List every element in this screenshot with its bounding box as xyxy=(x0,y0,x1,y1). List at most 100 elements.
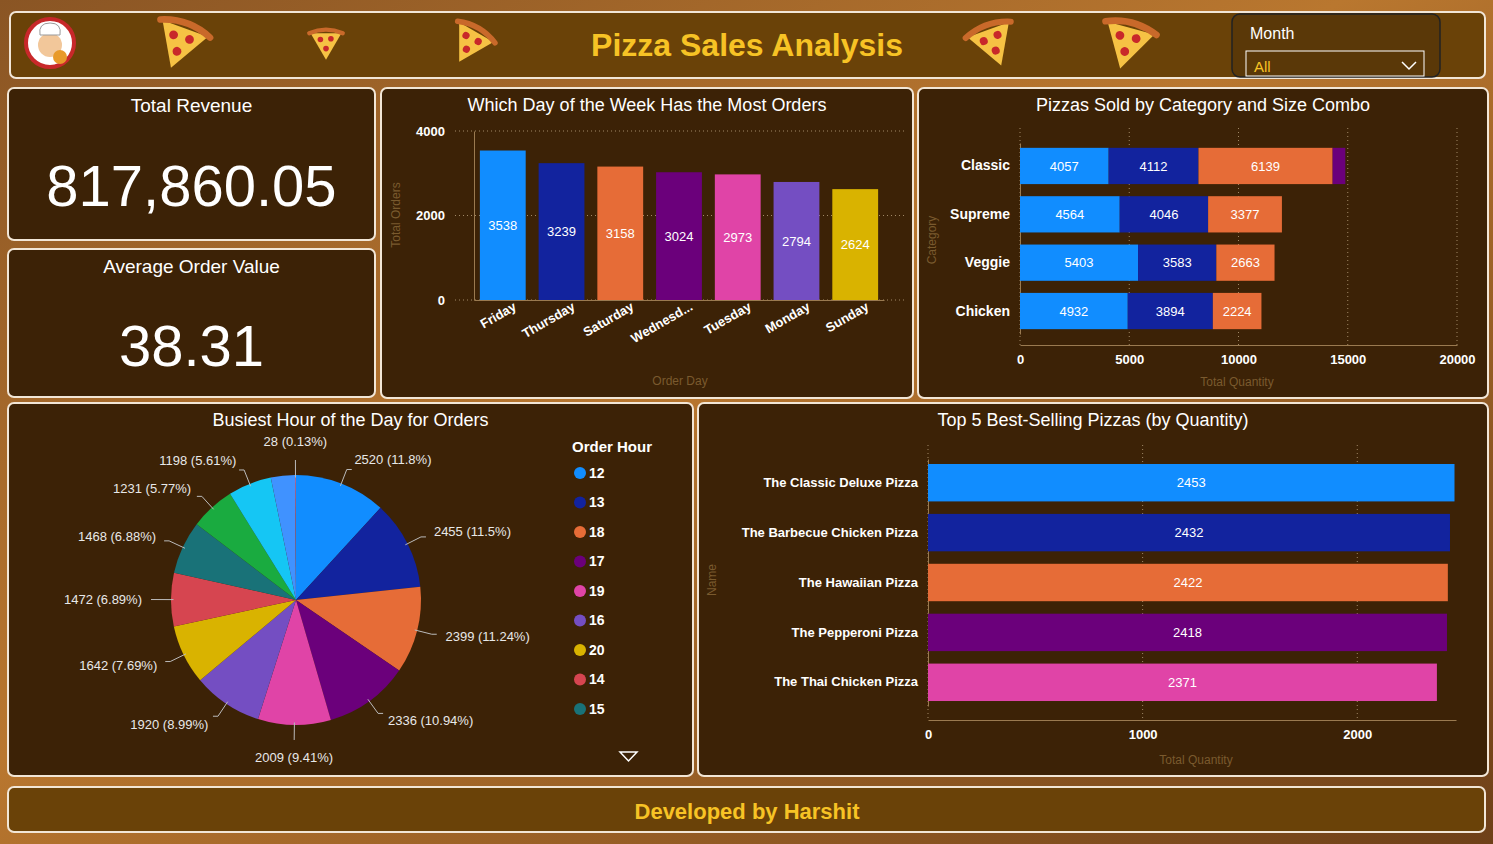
legend-swatch xyxy=(574,556,586,568)
legend-swatch xyxy=(574,467,586,479)
tick: The Thai Chicken Pizza xyxy=(774,674,928,689)
bars xyxy=(480,151,878,300)
bar xyxy=(715,174,761,300)
chart-title: Which Day of the Week Has the Most Order… xyxy=(468,95,827,115)
bar xyxy=(597,167,643,300)
data-label: 6139 xyxy=(1251,159,1280,174)
legend-entry: 13 xyxy=(589,494,605,510)
leader-line xyxy=(213,702,228,717)
icon-cheese xyxy=(442,22,493,71)
bar xyxy=(1109,148,1199,184)
legend-scroll-arrow[interactable] xyxy=(620,752,637,761)
icon-crust xyxy=(964,17,1011,38)
bar xyxy=(928,464,1454,501)
icon-cheese xyxy=(311,33,342,60)
bar xyxy=(1198,148,1332,184)
data-labels: 3538323931583024297327942624 xyxy=(488,218,869,252)
icon-pepperoni xyxy=(171,46,182,57)
icon-pepperoni xyxy=(979,36,989,46)
kpi-title: Average Order Value xyxy=(103,256,280,277)
tick-label: The Classic Deluxe Pizza xyxy=(763,475,918,490)
tick-label: The Pepperoni Pizza xyxy=(792,625,919,640)
legend-swatch xyxy=(574,497,586,509)
legend-swatch xyxy=(574,644,586,656)
tick-label: Tuesday xyxy=(701,298,754,337)
x-axis: FridayThursdaySaturdayWednesd...TuesdayM… xyxy=(475,298,885,346)
icon-crust xyxy=(160,14,211,37)
leader-line xyxy=(295,460,296,477)
kpi-card xyxy=(8,88,375,240)
bars xyxy=(1020,148,1345,329)
tick: 4000 xyxy=(416,124,474,139)
filter-dropdown[interactable] xyxy=(1246,51,1424,76)
tick: 2000 xyxy=(1343,720,1372,742)
tick-label: Friday xyxy=(478,298,520,331)
slice xyxy=(295,475,296,600)
tick: Wednesd... xyxy=(628,299,695,346)
logo xyxy=(26,19,74,67)
tick-label: 0 xyxy=(925,727,932,742)
chart-title: Pizzas Sold by Category and Size Combo xyxy=(1036,95,1370,115)
icon-pepperoni xyxy=(461,44,471,54)
legend-entry: 17 xyxy=(589,553,605,569)
data-label: 2399 (11.24%) xyxy=(445,629,529,644)
kpi-title: Total Revenue xyxy=(131,95,252,116)
icon-pepperoni xyxy=(1119,46,1130,57)
tick-label: Classic xyxy=(961,157,1010,173)
legend-title: Order Hour xyxy=(572,438,652,455)
tick-label: 4000 xyxy=(416,124,445,139)
x-axis-title: Order Day xyxy=(652,374,707,388)
grid-line xyxy=(1347,128,1348,345)
tick: 2000 xyxy=(416,208,474,223)
grid-line xyxy=(455,131,905,132)
tick-label: The Barbecue Chicken Pizza xyxy=(742,525,919,540)
axis-line xyxy=(475,300,885,301)
data-label: 2973 xyxy=(723,230,752,245)
bar xyxy=(1333,148,1346,184)
legend-entry: 16 xyxy=(589,612,605,628)
y-axis: ClassicSupremeVeggieChicken xyxy=(950,144,1020,335)
pizza-icon xyxy=(964,17,1024,74)
tick-label: 5000 xyxy=(1115,352,1144,367)
bars xyxy=(928,464,1454,701)
bar xyxy=(656,172,702,300)
tick-label: 2000 xyxy=(416,208,445,223)
tick-label: The Thai Chicken Pizza xyxy=(774,674,919,689)
data-label: 4112 xyxy=(1140,159,1168,174)
tick: Chicken xyxy=(956,303,1020,319)
logo-pizza xyxy=(53,50,67,64)
axis-line xyxy=(474,132,475,301)
chart-card xyxy=(8,403,693,776)
data-label: 3377 xyxy=(1231,207,1260,222)
chart-card xyxy=(381,88,913,398)
icon-pepperoni xyxy=(323,46,329,52)
legend-entry: 19 xyxy=(589,583,605,599)
icon-pepperoni xyxy=(318,37,324,43)
bar xyxy=(928,514,1450,551)
legend-swatch xyxy=(574,526,586,538)
pizza-icon xyxy=(146,14,212,77)
pizza-icon xyxy=(440,17,497,72)
data-label: 2418 xyxy=(1173,625,1202,640)
tick-label: 15000 xyxy=(1330,352,1366,367)
tick-label: 1000 xyxy=(1129,727,1158,742)
tick: The Classic Deluxe Pizza xyxy=(763,475,928,490)
icon-pepperoni xyxy=(473,37,483,47)
x-axis-title: Total Quantity xyxy=(1200,375,1273,389)
tick-label: Wednesd... xyxy=(628,299,695,346)
dashboard: Pizza Sales AnalysisMonthAllTotal Revenu… xyxy=(0,0,1493,844)
tick-label: 20000 xyxy=(1439,352,1475,367)
tick-label: Thursday xyxy=(519,298,578,341)
data-label: 3239 xyxy=(547,224,576,239)
data-label: 1920 (8.99%) xyxy=(130,717,208,732)
tick: 10000 xyxy=(1221,345,1257,367)
data-label: 2224 xyxy=(1223,304,1252,319)
tick-label: Chicken xyxy=(956,303,1010,319)
icon-pepperoni xyxy=(168,29,179,40)
bar xyxy=(1020,245,1138,281)
data-label: 2422 xyxy=(1173,575,1202,590)
data-label: 2371 xyxy=(1168,675,1197,690)
legend-swatch xyxy=(574,615,586,627)
data-label: 3024 xyxy=(665,229,694,244)
pizza-icon xyxy=(309,30,343,60)
